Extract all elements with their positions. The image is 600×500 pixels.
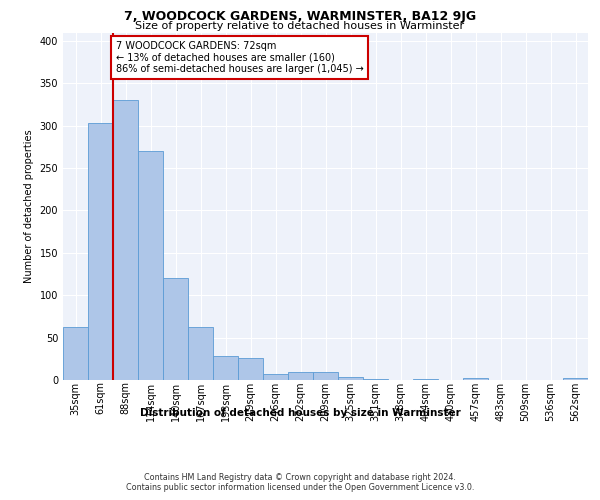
Bar [113, 100, 138, 380]
Bar [413, 379, 438, 380]
Bar [563, 378, 588, 380]
Bar [213, 356, 238, 380]
Text: 7 WOODCOCK GARDENS: 72sqm
← 13% of detached houses are smaller (160)
86% of semi: 7 WOODCOCK GARDENS: 72sqm ← 13% of detac… [115, 41, 363, 74]
Bar [338, 376, 363, 380]
Text: Distribution of detached houses by size in Warminster: Distribution of detached houses by size … [140, 408, 460, 418]
Bar [238, 358, 263, 380]
Text: Contains HM Land Registry data © Crown copyright and database right 2024.
Contai: Contains HM Land Registry data © Crown c… [126, 472, 474, 492]
Bar [63, 328, 88, 380]
Bar [138, 151, 163, 380]
Bar [188, 326, 213, 380]
Text: 7, WOODCOCK GARDENS, WARMINSTER, BA12 9JG: 7, WOODCOCK GARDENS, WARMINSTER, BA12 9J… [124, 10, 476, 23]
Bar [313, 372, 338, 380]
Bar [463, 378, 488, 380]
Text: Size of property relative to detached houses in Warminster: Size of property relative to detached ho… [136, 21, 464, 31]
Bar [263, 374, 288, 380]
Bar [88, 123, 113, 380]
Bar [288, 372, 313, 380]
Bar [363, 379, 388, 380]
Bar [163, 278, 188, 380]
Y-axis label: Number of detached properties: Number of detached properties [24, 130, 34, 283]
